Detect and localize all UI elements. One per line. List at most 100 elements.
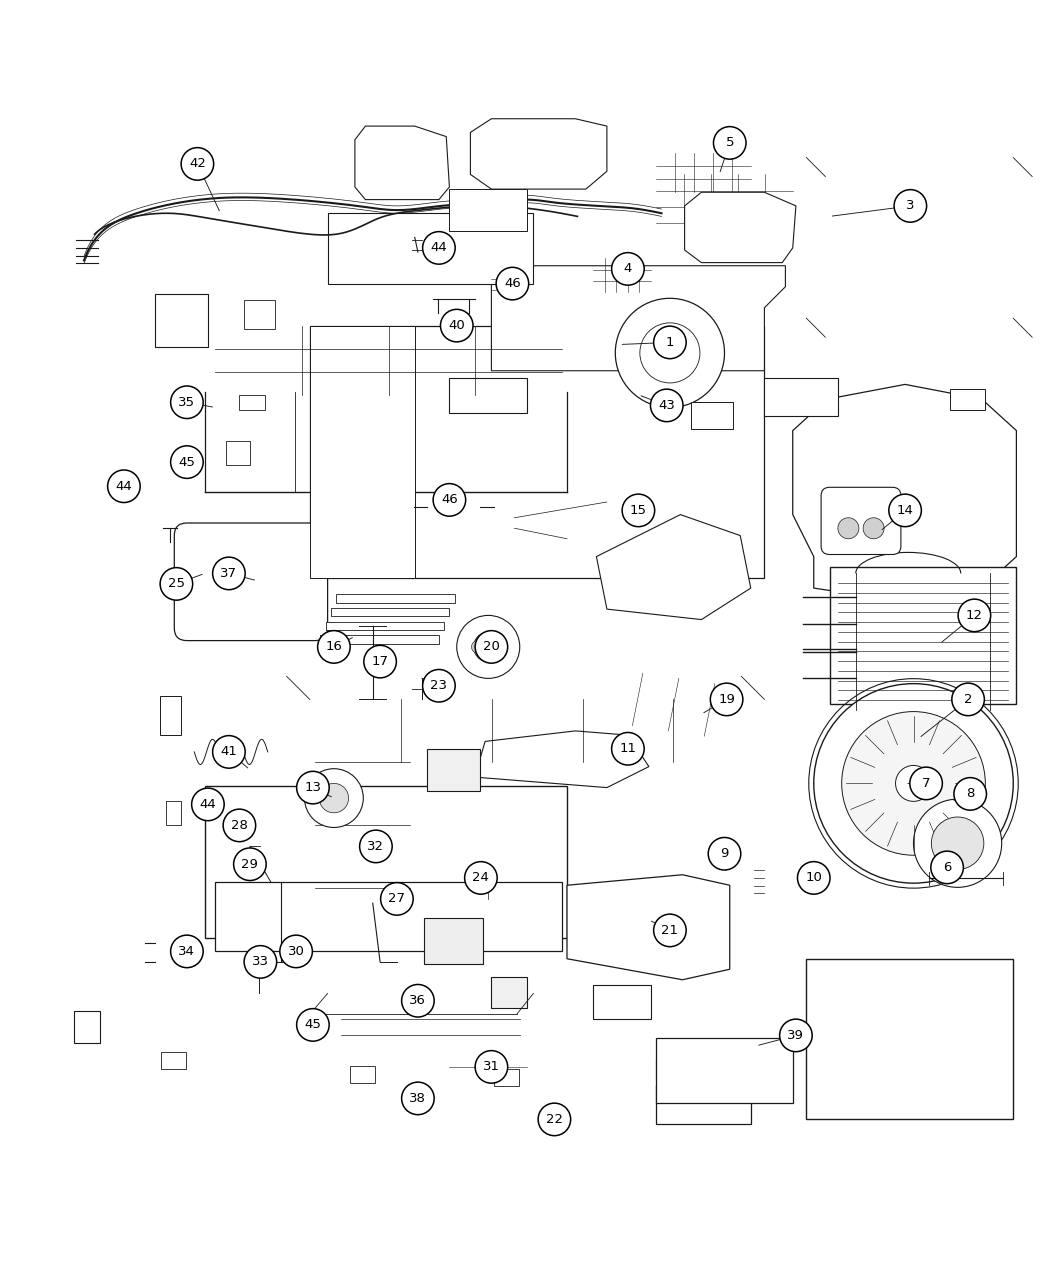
Polygon shape — [160, 696, 181, 736]
Text: 12: 12 — [966, 609, 983, 622]
Circle shape — [863, 517, 884, 539]
Polygon shape — [350, 1066, 375, 1083]
Circle shape — [476, 631, 508, 663]
Polygon shape — [226, 441, 250, 465]
Text: 33: 33 — [252, 955, 269, 968]
Circle shape — [471, 641, 484, 654]
Text: 5: 5 — [726, 137, 734, 149]
Circle shape — [650, 389, 683, 421]
Circle shape — [422, 669, 455, 702]
Text: 38: 38 — [410, 1092, 426, 1105]
Circle shape — [319, 783, 349, 812]
Polygon shape — [593, 985, 651, 1019]
Circle shape — [233, 848, 266, 881]
Circle shape — [401, 1082, 435, 1115]
Text: 2: 2 — [964, 693, 972, 706]
Polygon shape — [656, 1059, 677, 1079]
Circle shape — [223, 810, 256, 842]
Circle shape — [212, 736, 246, 769]
Circle shape — [611, 733, 644, 765]
Circle shape — [713, 126, 746, 160]
Polygon shape — [155, 294, 208, 346]
Polygon shape — [74, 1011, 100, 1043]
Circle shape — [952, 683, 985, 715]
Polygon shape — [950, 388, 985, 410]
Text: 23: 23 — [430, 679, 447, 692]
Text: 13: 13 — [304, 782, 321, 794]
Polygon shape — [331, 608, 449, 617]
Text: 44: 44 — [200, 798, 216, 811]
Circle shape — [838, 517, 859, 539]
Circle shape — [433, 484, 465, 516]
Circle shape — [710, 683, 742, 715]
Polygon shape — [355, 126, 449, 199]
Polygon shape — [166, 801, 181, 825]
Circle shape — [296, 771, 329, 805]
Text: 37: 37 — [220, 567, 237, 580]
Text: 27: 27 — [388, 893, 405, 905]
Text: 35: 35 — [178, 396, 195, 409]
Polygon shape — [793, 384, 1016, 601]
Circle shape — [303, 1015, 322, 1034]
Circle shape — [779, 1019, 813, 1052]
Circle shape — [842, 711, 985, 856]
Text: 29: 29 — [242, 858, 258, 871]
Text: 15: 15 — [630, 504, 647, 517]
Text: 32: 32 — [368, 840, 384, 853]
Circle shape — [363, 645, 396, 678]
Polygon shape — [310, 326, 764, 577]
Polygon shape — [424, 918, 483, 964]
Circle shape — [958, 599, 991, 632]
Polygon shape — [161, 1052, 186, 1069]
Circle shape — [888, 494, 922, 526]
Circle shape — [931, 852, 964, 884]
Circle shape — [653, 326, 687, 359]
Text: 43: 43 — [658, 398, 675, 412]
Polygon shape — [491, 266, 785, 370]
Circle shape — [181, 148, 214, 180]
Circle shape — [113, 476, 134, 497]
Text: 46: 46 — [504, 277, 521, 290]
Circle shape — [954, 778, 987, 810]
Text: 44: 44 — [116, 480, 132, 493]
Circle shape — [279, 935, 312, 968]
Text: 14: 14 — [897, 504, 914, 517]
Text: 41: 41 — [220, 746, 237, 759]
Polygon shape — [449, 189, 527, 231]
Circle shape — [615, 299, 724, 407]
Circle shape — [639, 323, 700, 383]
Circle shape — [476, 1051, 508, 1083]
Text: 4: 4 — [624, 262, 632, 276]
Polygon shape — [427, 748, 480, 790]
Polygon shape — [656, 1037, 793, 1102]
Circle shape — [896, 765, 931, 802]
Text: 20: 20 — [483, 640, 500, 654]
Text: 9: 9 — [720, 847, 729, 861]
Circle shape — [160, 567, 193, 600]
Polygon shape — [567, 875, 730, 979]
Text: 8: 8 — [966, 788, 974, 801]
Text: 24: 24 — [472, 871, 489, 885]
Text: 19: 19 — [718, 693, 735, 706]
FancyBboxPatch shape — [821, 488, 901, 554]
Circle shape — [653, 914, 687, 946]
Circle shape — [492, 641, 505, 654]
Text: 3: 3 — [906, 199, 915, 212]
Circle shape — [244, 946, 276, 978]
Polygon shape — [215, 882, 562, 951]
Circle shape — [611, 253, 644, 285]
Circle shape — [814, 683, 1013, 884]
Polygon shape — [320, 636, 439, 644]
Polygon shape — [475, 730, 649, 788]
Circle shape — [708, 838, 741, 870]
Polygon shape — [239, 395, 265, 410]
Text: 11: 11 — [620, 742, 636, 755]
Circle shape — [464, 862, 498, 894]
Polygon shape — [326, 622, 444, 630]
Text: 30: 30 — [288, 945, 304, 958]
FancyBboxPatch shape — [174, 524, 328, 641]
Circle shape — [441, 309, 472, 342]
Text: 16: 16 — [326, 640, 342, 654]
Circle shape — [538, 1103, 571, 1135]
Circle shape — [170, 386, 203, 419]
